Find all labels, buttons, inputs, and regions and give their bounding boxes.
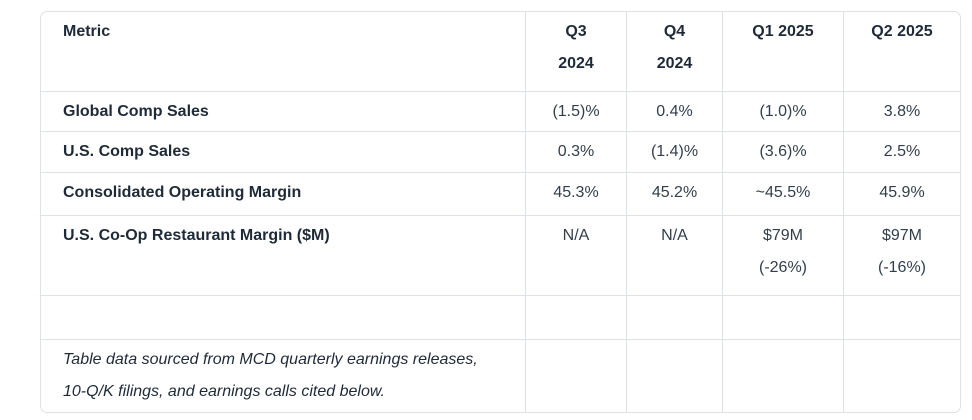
table-cell: 3.8% <box>843 92 960 131</box>
table-cell: (1.4)% <box>626 132 722 172</box>
cell-value: 45.2% <box>651 184 698 201</box>
cell-subvalue: (-16%) <box>877 259 926 276</box>
table-cell: (1.0)% <box>722 92 843 131</box>
metric-label-cell: Global Comp Sales <box>41 92 525 131</box>
empty-cell <box>843 296 960 339</box>
table-row: U.S. Co-Op Restaurant Margin ($M) N/A N/… <box>41 215 960 295</box>
cell-value: (1.5)% <box>552 103 600 120</box>
column-header-q1-2025: Q1 2025 <box>722 12 843 91</box>
empty-cell <box>722 340 843 412</box>
table-cell: N/A <box>525 216 626 295</box>
table-cell: 45.3% <box>525 173 626 215</box>
table-cell: 45.2% <box>626 173 722 215</box>
cell-value: $79M <box>762 227 804 244</box>
cell-value: 3.8% <box>883 103 921 120</box>
empty-cell <box>626 340 722 412</box>
footnote-text: 10-Q/K filings, and earnings calls cited… <box>63 383 385 400</box>
table-cell: $97M (-16%) <box>843 216 960 295</box>
table-cell: 45.9% <box>843 173 960 215</box>
column-header-q2-2025: Q2 2025 <box>843 12 960 91</box>
column-header-metric: Metric <box>41 12 525 91</box>
empty-cell <box>722 296 843 339</box>
table-row: U.S. Comp Sales 0.3% (1.4)% (3.6)% 2.5% <box>41 131 960 172</box>
cell-value: 2.5% <box>883 143 921 160</box>
metric-label: Consolidated Operating Margin <box>63 184 302 201</box>
table-row: Global Comp Sales (1.5)% 0.4% (1.0)% 3.8… <box>41 91 960 131</box>
table-cell: N/A <box>626 216 722 295</box>
table-header-row: Metric Q3 2024 Q4 2024 Q1 2025 Q2 2025 <box>41 12 960 91</box>
column-header-q4-2024: Q4 2024 <box>626 12 722 91</box>
cell-value: 0.4% <box>656 103 693 120</box>
cell-value: $97M <box>881 227 923 244</box>
cell-value: 0.3% <box>557 143 595 160</box>
metric-label: U.S. Comp Sales <box>63 143 191 160</box>
metric-label: U.S. Co-Op Restaurant Margin ($M) <box>63 227 330 244</box>
table-cell: 2.5% <box>843 132 960 172</box>
empty-cell <box>525 340 626 412</box>
column-header-q3-2024: Q3 2024 <box>525 12 626 91</box>
cell-value: (1.0)% <box>759 103 807 120</box>
footnote-text: Table data sourced from MCD quarterly ea… <box>63 351 478 368</box>
cell-value: N/A <box>562 227 590 244</box>
table-row-empty <box>41 295 960 339</box>
cell-value: (3.6)% <box>759 143 807 160</box>
metrics-table: Metric Q3 2024 Q4 2024 Q1 2025 Q2 2025 G… <box>40 11 961 413</box>
cell-value: (1.4)% <box>650 143 699 160</box>
column-header-label: Q1 2025 <box>752 23 814 40</box>
table-footnote-row: Table data sourced from MCD quarterly ea… <box>41 339 960 412</box>
column-header-label: Q2 2025 <box>871 23 933 40</box>
cell-value: N/A <box>661 227 688 244</box>
metric-label-cell: U.S. Comp Sales <box>41 132 525 172</box>
column-header-label: 2024 <box>558 55 594 72</box>
column-header-label: Q4 <box>663 23 686 40</box>
cell-value: ~45.5% <box>755 184 811 201</box>
empty-cell <box>626 296 722 339</box>
table-cell: (3.6)% <box>722 132 843 172</box>
cell-subvalue: (-26%) <box>758 259 807 276</box>
footnote-cell: Table data sourced from MCD quarterly ea… <box>41 340 525 412</box>
column-header-label: 2024 <box>656 55 693 72</box>
metric-label-cell: U.S. Co-Op Restaurant Margin ($M) <box>41 216 525 295</box>
table-row: Consolidated Operating Margin 45.3% 45.2… <box>41 172 960 215</box>
metric-label-cell: Consolidated Operating Margin <box>41 173 525 215</box>
table-cell: 0.4% <box>626 92 722 131</box>
empty-cell <box>525 296 626 339</box>
table-cell: 0.3% <box>525 132 626 172</box>
cell-value: 45.3% <box>553 184 599 201</box>
metric-label: Global Comp Sales <box>63 103 209 120</box>
table-cell: (1.5)% <box>525 92 626 131</box>
column-header-label: Metric <box>63 23 111 40</box>
table-cell: $79M (-26%) <box>722 216 843 295</box>
cell-value: 45.9% <box>879 184 925 201</box>
empty-cell <box>843 340 960 412</box>
column-header-label: Q3 <box>565 23 587 40</box>
table-cell: ~45.5% <box>722 173 843 215</box>
empty-cell <box>41 296 525 339</box>
